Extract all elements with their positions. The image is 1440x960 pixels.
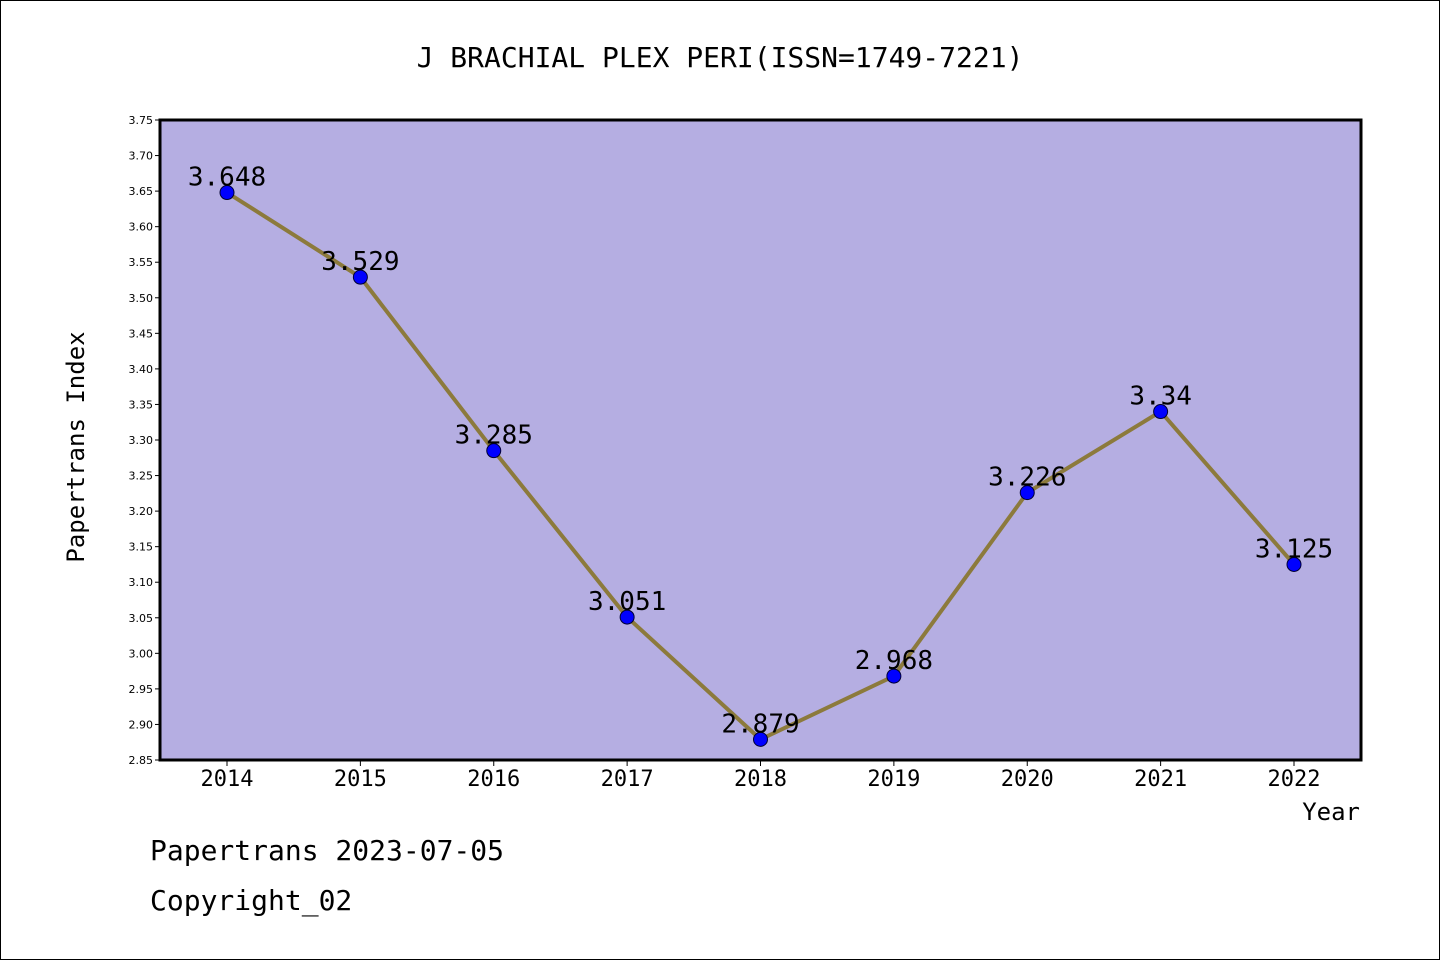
plot-area [160, 120, 1361, 760]
data-point [753, 731, 768, 747]
y-tick-label: 3.10 [129, 576, 154, 589]
data-label-layer: 3.648 3.529 3.285 3.051 2.879 2.968 3.226 3.34 3… [188, 163, 1333, 740]
x-tick-label: 2014 [201, 767, 254, 792]
x-tick-label: 2022 [1268, 767, 1321, 792]
footer-copyright: Copyright_02 [150, 884, 353, 917]
x-axis-ticks: 2014 2015 2016 2017 2018 2019 2020 2021 2022 [201, 760, 1321, 792]
data-point [486, 443, 502, 459]
x-axis-label: Year [1302, 798, 1360, 826]
x-tick-label: 2015 [334, 767, 387, 792]
y-tick-label: 3.55 [129, 256, 154, 269]
x-tick-label: 2020 [1001, 767, 1054, 792]
y-axis-ticks: 2.85 2.90 2.95 3.00 3.05 3.10 3.15 3.20 3.25 3.30… [129, 114, 160, 767]
chart-title: J BRACHIAL PLEX PERI(ISSN=1749-7221) [417, 41, 1024, 74]
data-label: 3.648 [188, 163, 266, 193]
y-tick-label: 3.60 [129, 221, 154, 234]
data-label: 3.285 [455, 421, 533, 451]
y-tick-label: 3.15 [129, 541, 154, 554]
y-tick-label: 3.30 [129, 434, 154, 447]
y-axis-label: Papertrans Index [62, 331, 90, 562]
plot-border [158, 118, 1363, 762]
y-tick-label: 3.35 [129, 398, 154, 411]
y-tick-label: 2.90 [129, 718, 154, 731]
y-tick-label: 3.70 [129, 150, 154, 163]
data-point [1019, 485, 1035, 501]
x-tick-label: 2019 [867, 767, 920, 792]
x-tick-label: 2016 [467, 767, 520, 792]
data-label: 2.879 [721, 709, 799, 739]
y-tick-label: 3.65 [129, 185, 154, 198]
data-label: 3.529 [321, 247, 399, 277]
marker-layer [219, 185, 1302, 747]
y-tick-label: 3.50 [129, 292, 154, 305]
y-tick-label: 3.75 [129, 114, 154, 127]
x-tick-label: 2021 [1134, 767, 1187, 792]
data-point [1153, 404, 1169, 420]
y-tick-label: 2.85 [129, 754, 154, 767]
y-tick-label: 3.00 [129, 647, 154, 660]
footer-date: Papertrans 2023-07-05 [150, 834, 505, 867]
data-point [219, 185, 235, 201]
data-point [619, 609, 635, 625]
x-tick-label: 2017 [601, 767, 654, 792]
y-tick-label: 3.25 [129, 470, 154, 483]
data-label: 2.968 [855, 646, 933, 676]
data-label: 3.125 [1255, 534, 1333, 564]
data-point [1286, 556, 1302, 572]
x-tick-label: 2018 [734, 767, 787, 792]
data-label: 3.051 [588, 587, 666, 617]
y-tick-label: 3.40 [129, 363, 154, 376]
y-tick-label: 3.05 [129, 612, 154, 625]
data-point [352, 269, 368, 285]
data-label: 3.226 [988, 463, 1066, 493]
data-point [886, 668, 902, 684]
data-label: 3.34 [1129, 382, 1192, 412]
y-tick-label: 2.95 [129, 683, 154, 696]
y-tick-label: 3.20 [129, 505, 154, 518]
y-tick-label: 3.45 [129, 327, 154, 340]
